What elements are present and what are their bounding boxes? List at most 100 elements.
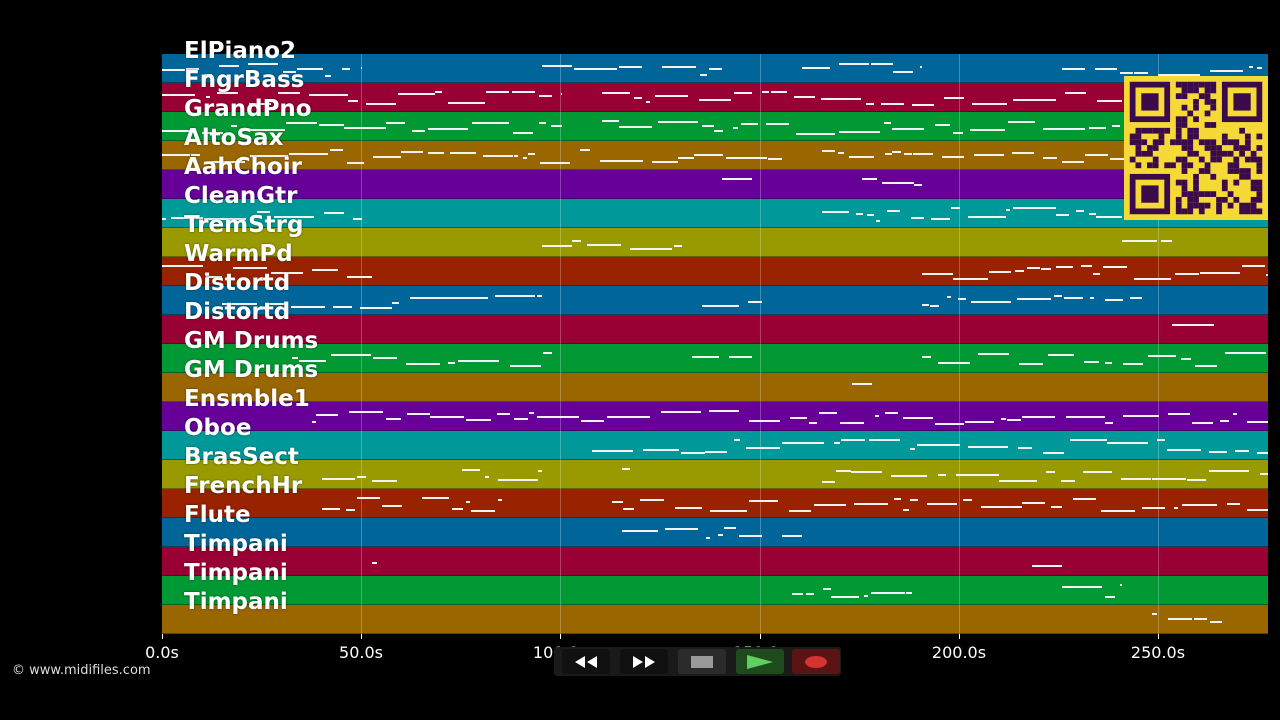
midi-note — [257, 211, 270, 213]
midi-note — [498, 499, 502, 501]
midi-note — [938, 474, 946, 476]
track-name-label: GrandPno — [184, 96, 312, 122]
midi-note — [211, 161, 245, 163]
midi-note — [600, 160, 643, 162]
midi-note — [1090, 297, 1094, 299]
rewind-button[interactable] — [562, 649, 610, 674]
midi-note — [353, 218, 362, 220]
midi-note — [528, 153, 535, 155]
midi-note — [1157, 439, 1165, 441]
midi-note — [186, 68, 199, 70]
midi-note — [291, 306, 325, 308]
midi-note — [466, 501, 470, 503]
midi-note — [903, 509, 909, 511]
track-lane — [162, 170, 1268, 199]
play-button[interactable] — [736, 649, 784, 674]
midi-note — [634, 97, 642, 99]
play-icon — [747, 654, 773, 669]
midi-note — [1061, 480, 1075, 482]
midi-note — [922, 273, 953, 275]
midi-note — [1249, 66, 1253, 68]
track-lane — [162, 286, 1268, 315]
midi-note — [794, 96, 815, 98]
midi-note — [702, 125, 714, 127]
midi-note — [286, 122, 317, 124]
midi-note — [746, 447, 780, 449]
fast-forward-icon — [633, 655, 655, 668]
midi-note — [892, 151, 901, 153]
midi-note — [652, 161, 678, 163]
midi-note — [361, 67, 362, 69]
midi-note — [435, 91, 442, 93]
midi-note — [1103, 266, 1127, 268]
midi-note — [1022, 416, 1055, 418]
tick-mark — [1158, 634, 1159, 639]
grid-line — [959, 54, 960, 634]
midi-note — [852, 383, 872, 385]
midi-note — [312, 269, 338, 271]
midi-note — [1043, 157, 1057, 159]
grid-line — [560, 54, 561, 634]
midi-note — [885, 153, 892, 155]
midi-note — [1073, 498, 1096, 500]
midi-note — [202, 132, 223, 134]
midi-note — [430, 416, 464, 418]
midi-note — [819, 412, 837, 414]
midi-note — [1257, 67, 1262, 69]
stop-icon — [691, 655, 713, 668]
midi-note — [448, 362, 455, 364]
track-lane — [162, 518, 1268, 547]
tick-mark — [560, 634, 561, 639]
midi-note — [710, 510, 747, 512]
midi-note — [1097, 100, 1122, 102]
midi-note — [1089, 213, 1096, 215]
midi-note — [734, 92, 752, 94]
fast-forward-button[interactable] — [620, 649, 668, 674]
midi-note — [347, 162, 364, 164]
midi-note — [622, 468, 630, 470]
midi-note — [1081, 265, 1092, 267]
track-name-label: FrenchHr — [184, 473, 303, 499]
midi-note — [231, 125, 237, 127]
rewind-icon — [575, 655, 597, 668]
midi-note — [643, 449, 679, 451]
midi-note — [1168, 413, 1190, 415]
midi-note — [1172, 324, 1214, 326]
midi-note — [840, 422, 864, 424]
midi-note — [938, 362, 970, 364]
midi-note — [953, 278, 988, 280]
midi-note — [486, 91, 509, 93]
track-name-label: GM Drums — [184, 357, 319, 383]
record-button[interactable] — [792, 649, 840, 674]
midi-note — [1095, 68, 1117, 70]
midi-note — [1012, 152, 1034, 154]
midi-note — [1210, 70, 1243, 72]
midi-note — [999, 480, 1037, 482]
midi-note — [1121, 478, 1151, 480]
midi-note — [1015, 270, 1024, 272]
midi-note — [771, 91, 787, 93]
midi-note — [1085, 154, 1108, 156]
track-lane — [162, 199, 1268, 228]
midi-note — [271, 272, 303, 274]
grid-line — [1158, 54, 1159, 634]
midi-note — [1142, 507, 1165, 509]
midi-note — [386, 122, 405, 124]
midi-note — [1051, 506, 1062, 508]
midi-note — [675, 507, 702, 509]
midi-note — [1054, 295, 1062, 297]
piano-roll[interactable] — [162, 54, 1268, 634]
midi-note — [344, 127, 386, 129]
midi-note — [809, 422, 817, 424]
midi-note — [274, 216, 314, 218]
midi-note — [1001, 418, 1006, 420]
midi-note — [612, 501, 623, 503]
midi-note — [392, 302, 399, 304]
midi-note — [927, 503, 957, 505]
midi-note — [822, 150, 835, 152]
midi-note — [401, 151, 423, 153]
track-name-label: Timpani — [184, 589, 288, 615]
stop-button[interactable] — [678, 649, 726, 674]
midi-note — [917, 444, 960, 446]
midi-note — [968, 216, 1006, 218]
